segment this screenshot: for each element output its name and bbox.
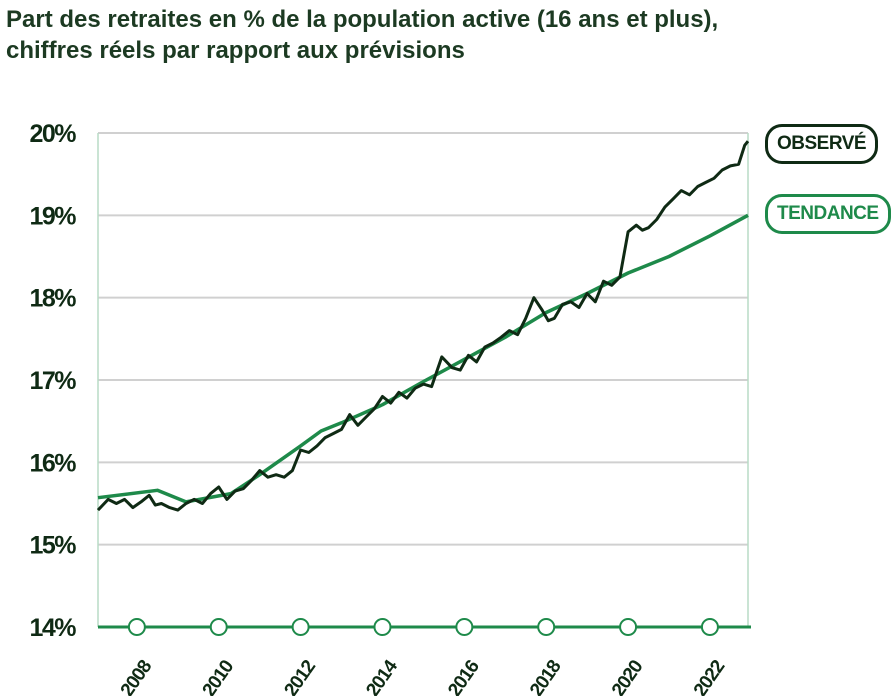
y-tick-label: 17% — [29, 367, 76, 395]
x-tick-marker — [373, 618, 392, 636]
chart-title-line-2: chiffres réels par rapport aux prévision… — [6, 37, 465, 64]
observed-line — [96, 140, 750, 512]
x-tick-marker — [209, 618, 228, 636]
chart-title: Part des retraites en % de la population… — [6, 4, 718, 66]
chart-title-line-1: Part des retraites en % de la population… — [6, 6, 719, 33]
x-tick-marker — [700, 618, 719, 636]
x-tick-marker — [537, 618, 556, 636]
x-tick-label: 2012 — [281, 657, 320, 696]
x-tick-marker — [291, 618, 310, 636]
y-tick-label: 18% — [29, 285, 76, 313]
x-tick-label: 2014 — [362, 656, 402, 696]
x-tick-marker — [455, 618, 474, 636]
x-tick-label: 2022 — [690, 657, 729, 696]
trend-line — [97, 213, 749, 504]
y-tick-label: 16% — [29, 449, 76, 477]
y-tick-label: 14% — [29, 614, 76, 642]
x-tick-label: 2016 — [444, 657, 483, 696]
legend-trend: TENDANCE — [765, 194, 891, 234]
x-tick-label: 2018 — [526, 657, 565, 696]
x-tick-label: 2020 — [608, 657, 647, 696]
y-tick-label: 20% — [29, 120, 76, 148]
x-tick-label: 2008 — [117, 657, 156, 696]
x-tick-label: 2010 — [199, 657, 238, 696]
y-tick-label: 15% — [29, 532, 76, 560]
y-tick-label: 19% — [29, 202, 76, 230]
x-tick-marker — [127, 618, 146, 636]
legend-observed: OBSERVÉ — [765, 124, 879, 164]
x-tick-marker — [619, 618, 638, 636]
